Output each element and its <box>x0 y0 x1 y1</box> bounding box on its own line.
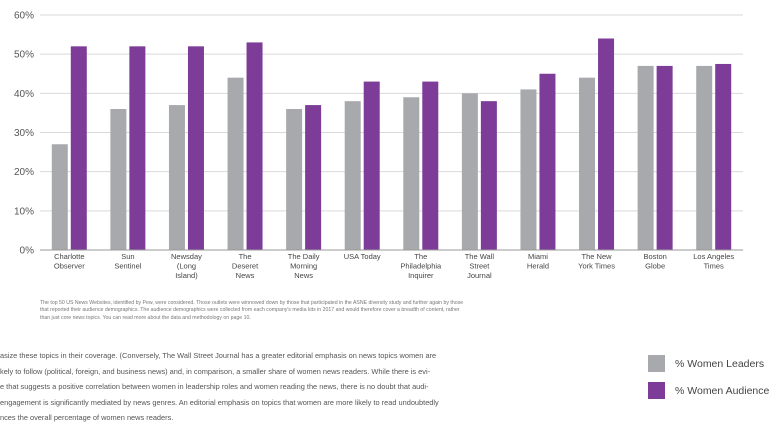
x-category-label-line: Island) <box>175 271 198 280</box>
x-category-label-line: (Long <box>177 262 196 271</box>
x-category-label-line: Philadelphia <box>400 262 442 271</box>
y-tick-label: 30% <box>14 128 34 139</box>
x-category-label-line: Globe <box>645 262 665 271</box>
bar-women-audience <box>305 105 322 250</box>
x-category-label: Sun Sentinel <box>114 252 141 271</box>
y-axis-ticks: 0% 10% 20% 30% 40% 50% 60% <box>14 11 34 257</box>
x-category-label: The Philadelphia Inquirer <box>400 252 442 280</box>
x-category-label-line: Sun <box>121 252 134 261</box>
x-category-label: The Wall Street Journal <box>465 252 495 280</box>
y-tick-label: 60% <box>14 11 34 22</box>
x-category-label-line: The New <box>582 252 613 261</box>
x-category-label-line: Journal <box>467 271 492 280</box>
x-category-label: The Daily Morning News <box>288 252 320 280</box>
body-line: engagement is significantly mediated by … <box>0 397 439 407</box>
bar-women-audience <box>246 42 263 250</box>
legend-label: % Women Audience <box>675 384 770 397</box>
legend-item-women-leaders: % Women Leaders <box>648 350 769 377</box>
bar-women-leaders <box>51 144 68 250</box>
y-tick-label: 20% <box>14 167 34 178</box>
legend-item-women-audience: % Women Audience <box>648 377 769 404</box>
legend-swatch-audience <box>648 382 665 399</box>
x-category-label-line: Los Angeles <box>693 252 734 261</box>
y-tick-label: 50% <box>14 50 34 61</box>
x-category-label: Charlotte Observer <box>54 252 85 271</box>
bar-women-leaders <box>168 105 185 250</box>
bar-women-leaders <box>579 77 596 251</box>
x-category-label-line: The Wall <box>465 252 495 261</box>
x-category-label: Miami Herald <box>527 252 549 271</box>
bar-women-audience <box>656 65 673 251</box>
x-category-label: The New York Times <box>578 252 615 271</box>
grid-lines <box>40 14 743 251</box>
bar-women-audience <box>187 46 204 251</box>
x-category-label-line: The <box>239 252 252 261</box>
x-category-label-line: Boston <box>643 252 666 261</box>
x-category-label-line: The Daily <box>288 252 320 261</box>
bar-women-leaders <box>637 65 654 251</box>
bar-women-audience <box>70 46 87 251</box>
x-category-label-line: Newsday <box>171 252 202 261</box>
legend-label: % Women Leaders <box>675 357 765 370</box>
x-axis-categories: Charlotte Observer Sun Sentinel Newsday (Long… <box>54 252 735 280</box>
body-line: kely to follow (political, foreign, and … <box>0 366 431 376</box>
x-category-label-line: Observer <box>54 262 85 271</box>
bar-women-leaders <box>110 109 127 250</box>
x-category-label-line: News <box>236 271 255 280</box>
bar-women-audience <box>715 63 732 251</box>
x-category-label-line: Miami <box>528 252 548 261</box>
x-category-label-line: Charlotte <box>54 252 84 261</box>
bar-women-leaders <box>227 77 244 251</box>
x-category-label: The Deseret News <box>232 252 259 280</box>
y-tick-label: 0% <box>20 246 35 257</box>
y-tick-label: 40% <box>14 89 34 100</box>
footnote-line: than just core news topics. You can read… <box>40 314 251 321</box>
x-category-label-line: York Times <box>578 262 615 271</box>
chart-footnote: The top 50 US News Websites, identified … <box>40 300 740 322</box>
body-line: asize these topics in their coverage. (C… <box>0 351 437 360</box>
x-category-label-line: Deseret <box>232 262 259 271</box>
x-category-label-line: Sentinel <box>114 262 141 271</box>
bar-women-audience <box>539 73 556 250</box>
x-category-label-line: The <box>414 252 427 261</box>
bar-women-audience <box>480 101 497 251</box>
x-category-label: USA Today <box>344 252 381 261</box>
legend-swatch-leaders <box>648 355 665 372</box>
x-category-label-line: Inquirer <box>408 271 434 280</box>
x-category-label-line: News <box>294 271 313 280</box>
bar-women-audience <box>363 81 380 250</box>
bar-women-leaders <box>286 109 303 250</box>
y-tick-label: 10% <box>14 206 34 217</box>
bar-women-leaders <box>461 93 478 250</box>
body-line: e that suggests a positive correlation b… <box>0 382 429 391</box>
x-category-label: Newsday (Long Island) <box>171 252 202 280</box>
x-category-label-line: Street <box>469 262 490 271</box>
bar-women-leaders <box>696 65 713 251</box>
body-line: nces the overall percentage of women new… <box>0 413 174 422</box>
x-category-label-line: Herald <box>527 262 549 271</box>
x-category-label-line: Times <box>704 262 724 271</box>
x-category-label: Los Angeles Times <box>693 252 734 271</box>
bar-chart: 0% 10% 20% 30% 40% 50% 60% Charlotte Observer Su… <box>14 11 743 280</box>
bar-women-audience <box>129 46 146 251</box>
x-category-label-line: USA Today <box>344 252 381 261</box>
footnote-line: The top 50 US News Websites, identified … <box>40 300 464 306</box>
chart-legend: % Women Leaders % Women Audience <box>648 350 769 404</box>
x-category-label-line: Morning <box>290 262 317 271</box>
bar-women-audience <box>598 38 615 250</box>
bar-women-audience <box>422 81 439 250</box>
bar-women-leaders <box>344 101 361 251</box>
bar-women-leaders <box>520 89 537 251</box>
x-category-label: Boston Globe <box>643 252 666 271</box>
bars <box>51 38 732 251</box>
footnote-line: that reported their audience demographic… <box>40 307 460 314</box>
body-paragraph: asize these topics in their coverage. (C… <box>0 348 634 426</box>
bar-women-leaders <box>403 97 420 250</box>
